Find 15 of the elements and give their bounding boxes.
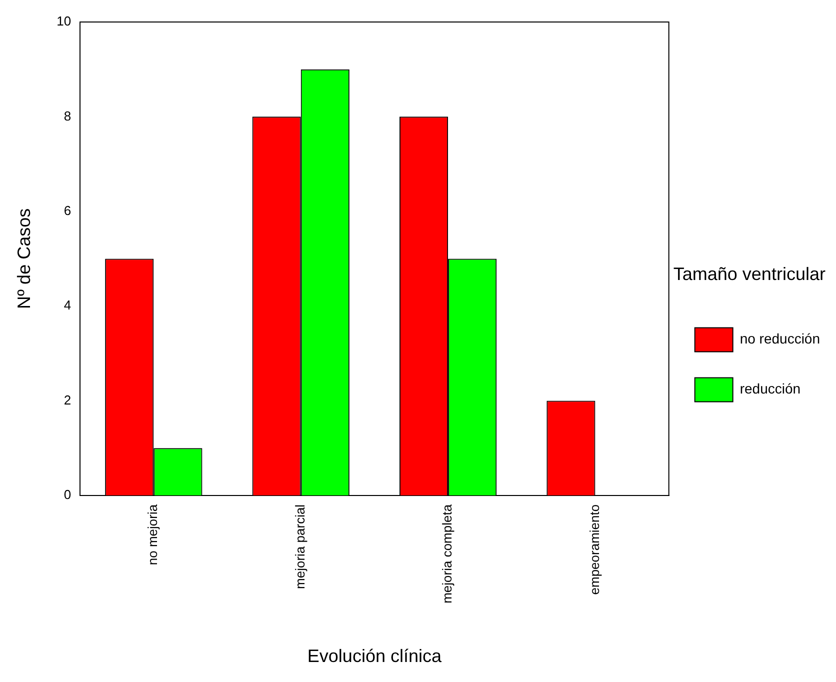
- x-tick-label: no mejoria: [145, 504, 160, 566]
- legend-title: Tamaño ventricular: [673, 264, 826, 284]
- x-tick-label: empeoramiento: [586, 504, 602, 595]
- y-axis-title: Nº de Casos: [14, 208, 34, 310]
- x-tick-label: mejoria parcial: [292, 504, 308, 589]
- y-tick-label: 6: [64, 202, 72, 218]
- y-tick-label: 8: [64, 108, 72, 124]
- x-tick-label: mejoria completa: [440, 504, 455, 604]
- y-tick-label: 0: [64, 486, 72, 502]
- y-tick-label: 10: [56, 14, 72, 29]
- y-tick-label: 4: [64, 298, 72, 313]
- legend-label: reducción: [740, 380, 801, 397]
- legend-label: no reducción: [740, 330, 820, 347]
- x-axis-title: Evolución clínica: [307, 646, 442, 666]
- y-tick-label: 2: [64, 392, 72, 408]
